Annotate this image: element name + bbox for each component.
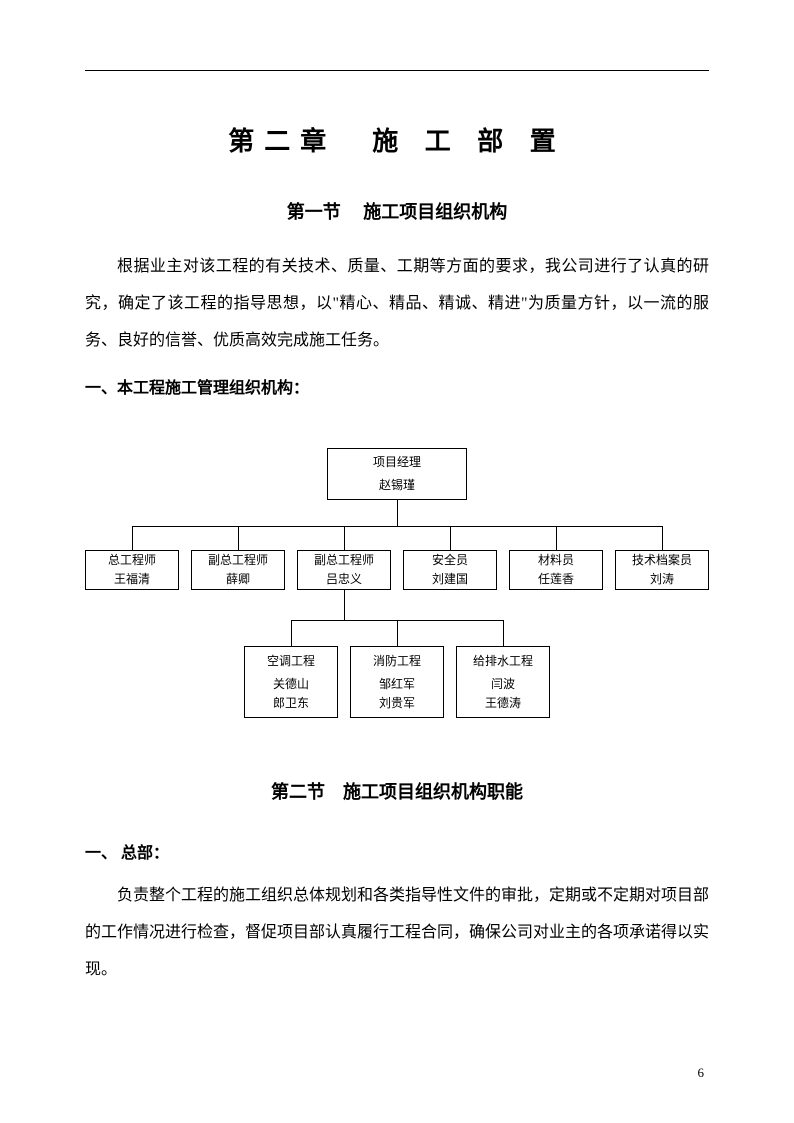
paragraph-1: 根据业主对该工程的有关技术、质量、工期等方面的要求，我公司进行了认真的研究，确定… <box>85 249 709 359</box>
org-bot-name: 邹红军 <box>379 675 415 694</box>
org-mid-title: 安全员 <box>432 551 468 570</box>
org-node-bot: 空调工程关德山郎卫东 <box>244 646 338 718</box>
section-1-title: 第一节 施工项目组织机构 <box>85 198 709 224</box>
org-mid-name: 吕忠义 <box>326 570 362 589</box>
org-mid-title: 总工程师 <box>108 551 156 570</box>
org-bot-title: 消防工程 <box>373 652 421 671</box>
org-node-top: 项目经理 赵锡瑾 <box>327 448 467 500</box>
org-node-mid: 副总工程师吕忠义 <box>297 550 391 590</box>
org-connector <box>238 526 239 550</box>
org-mid-title: 技术档案员 <box>632 551 692 570</box>
org-top-title: 项目经理 <box>373 451 421 474</box>
page-number: 6 <box>698 1065 705 1081</box>
heading-2: 一、 总部： <box>85 839 709 863</box>
org-connector <box>132 526 662 527</box>
org-bot-name: 郎卫东 <box>273 694 309 713</box>
org-mid-name: 任莲香 <box>538 570 574 589</box>
org-bot-title: 给排水工程 <box>473 652 533 671</box>
org-bot-name: 刘贵军 <box>379 694 415 713</box>
org-node-bot: 消防工程邹红军刘贵军 <box>350 646 444 718</box>
org-node-mid: 技术档案员刘涛 <box>615 550 709 590</box>
org-bot-title: 空调工程 <box>267 652 315 671</box>
chapter-title: 第二章 施 工 部 置 <box>85 121 709 158</box>
header-rule <box>85 70 709 71</box>
org-node-mid: 总工程师王福清 <box>85 550 179 590</box>
org-mid-name: 刘建国 <box>432 570 468 589</box>
paragraph-2: 负责整个工程的施工组织总体规划和各类指导性文件的审批，定期或不定期对项目部的工作… <box>85 878 709 988</box>
org-mid-title: 副总工程师 <box>208 551 268 570</box>
org-connector <box>662 526 663 550</box>
org-top-name: 赵锡瑾 <box>379 474 415 497</box>
org-mid-title: 副总工程师 <box>314 551 374 570</box>
org-mid-name: 王福清 <box>114 570 150 589</box>
org-bot-name: 王德涛 <box>485 694 521 713</box>
org-connector <box>344 526 345 550</box>
org-mid-title: 材料员 <box>538 551 574 570</box>
org-connector <box>344 590 345 620</box>
org-bot-name: 关德山 <box>273 675 309 694</box>
org-connector <box>132 526 133 550</box>
org-node-bot: 给排水工程闫波王德涛 <box>456 646 550 718</box>
org-mid-name: 薛卿 <box>226 570 250 589</box>
org-connector <box>556 526 557 550</box>
heading-1: 一、本工程施工管理组织机构： <box>85 374 709 398</box>
org-node-mid: 副总工程师薛卿 <box>191 550 285 590</box>
org-node-mid: 材料员任莲香 <box>509 550 603 590</box>
org-mid-name: 刘涛 <box>650 570 674 589</box>
section-2-title: 第二节 施工项目组织机构职能 <box>85 778 709 804</box>
org-connector <box>397 500 398 526</box>
org-connector <box>450 526 451 550</box>
org-connector <box>291 620 292 646</box>
org-chart: 项目经理 赵锡瑾 总工程师王福清副总工程师薛卿副总工程师吕忠义安全员刘建国材料员… <box>85 448 709 748</box>
org-connector <box>397 620 398 646</box>
org-connector <box>503 620 504 646</box>
org-node-mid: 安全员刘建国 <box>403 550 497 590</box>
org-bot-name: 闫波 <box>491 675 515 694</box>
